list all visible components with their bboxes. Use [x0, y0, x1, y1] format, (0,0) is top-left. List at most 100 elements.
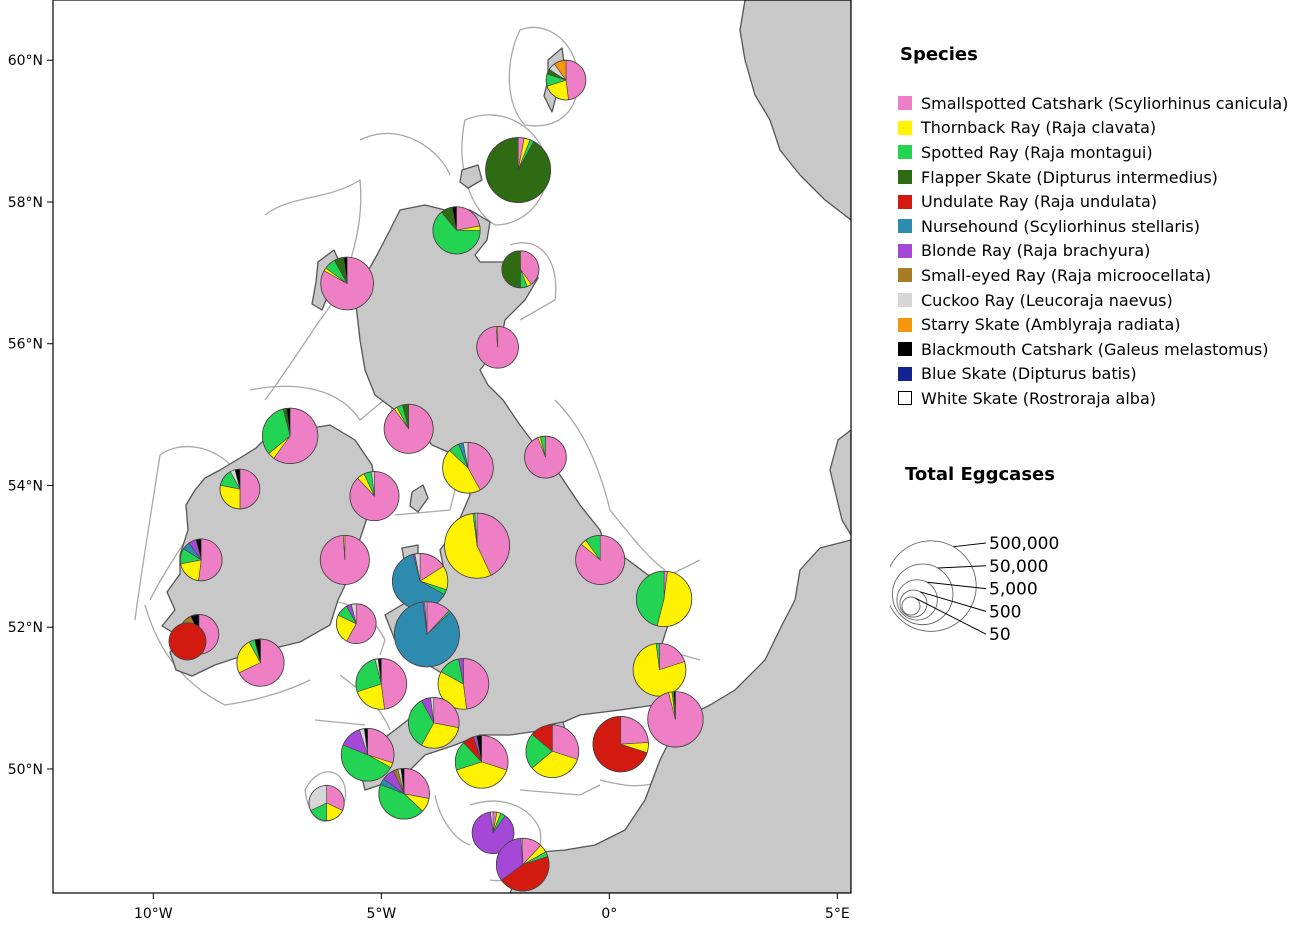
- size-legend-label: 500: [989, 602, 1021, 622]
- legend-item: Starry Skate (Amblyraja radiata): [898, 312, 1298, 337]
- pie-outline: [524, 435, 567, 479]
- size-ring: [891, 563, 954, 626]
- legend-swatch: [898, 170, 912, 185]
- legend-label: Cuckoo Ray (Leucoraja naevus): [921, 290, 1173, 310]
- pie-outline: [632, 642, 687, 697]
- legend-swatch: [898, 243, 912, 258]
- eggcase-pie: [320, 256, 374, 311]
- eggcase-pie: [383, 403, 434, 454]
- pie-outline: [437, 658, 490, 710]
- y-tick-label: 58°N: [8, 195, 43, 211]
- pie-outline: [393, 601, 460, 668]
- eggcase-pie: [632, 642, 687, 697]
- eggcase-pie: [432, 206, 481, 255]
- eggcase-pie: [261, 407, 319, 464]
- eggcase-pie: [524, 435, 567, 479]
- legend-item: Undulate Ray (Raja undulata): [898, 189, 1298, 214]
- size-legend-label: 5,000: [989, 580, 1038, 600]
- eggcase-pie: [476, 325, 519, 369]
- legend-swatch: [898, 317, 912, 332]
- size-legend-title: Total Eggcases: [905, 464, 1055, 485]
- legend-item: Blonde Ray (Raja brachyura): [898, 239, 1298, 264]
- eggcase-pie: [335, 603, 377, 644]
- pie-outline: [575, 534, 626, 585]
- eggcase-pie: [391, 553, 449, 610]
- legend-title: Species: [900, 44, 978, 65]
- pie-outline: [261, 407, 319, 464]
- legend-label: Blue Skate (Dipturus batis): [921, 364, 1137, 384]
- eggcase-pie: [308, 784, 345, 822]
- legend-item: White Skate (Rostroraja alba): [898, 386, 1298, 411]
- legend-item: Smallspotted Catshark (Scyliorhinus cani…: [898, 91, 1298, 116]
- legend-item: Small-eyed Ray (Raja microocellata): [898, 263, 1298, 288]
- eggcase-pie: [378, 768, 430, 820]
- legend-label: Starry Skate (Amblyraja radiata): [921, 315, 1181, 335]
- pie-outline: [444, 512, 511, 579]
- legend-label: Blackmouth Catshark (Galeus melastomus): [921, 339, 1269, 359]
- scandinavia: [739, 0, 851, 221]
- pie-outline: [378, 768, 430, 820]
- legend-item: Blue Skate (Dipturus batis): [898, 362, 1298, 387]
- size-legend-label: 50: [989, 625, 1011, 645]
- legend-item: Flapper Skate (Dipturus intermedius): [898, 165, 1298, 190]
- eggcase-pie: [393, 601, 460, 668]
- size-ring: [896, 579, 938, 621]
- orkney-islands: [459, 164, 483, 189]
- pie-outline: [501, 250, 540, 289]
- pie-outline: [335, 603, 377, 644]
- eggcase-pie: [219, 468, 261, 510]
- eggcase-pie: [454, 735, 509, 789]
- x-tick-label: 5°E: [825, 906, 850, 922]
- eggcase-pie: [236, 638, 285, 687]
- x-tick-label: 10°W: [134, 906, 173, 922]
- isle-of-man: [409, 484, 429, 513]
- pie-outline: [485, 137, 552, 204]
- pie-outline: [476, 325, 519, 369]
- size-leader-line: [953, 542, 987, 548]
- eggcase-pie: [485, 137, 552, 204]
- eggcase-pie: [471, 811, 515, 855]
- map-frame-border: [52, 0, 852, 894]
- axis-ticks: 10°W 5°W 0° 5°E 60°N 58°N 56°N 54°N 52°N 50°N: [8, 53, 850, 922]
- legend-label: Small-eyed Ray (Raja microocellata): [921, 265, 1212, 285]
- legend-swatch: [898, 120, 912, 135]
- map-layers: [134, 0, 851, 893]
- y-tick-label: 52°N: [8, 620, 43, 636]
- pie-outline: [545, 59, 587, 101]
- eggcase-pie: [501, 250, 540, 289]
- eggcase-pie: [179, 538, 223, 582]
- pie-outline: [495, 837, 550, 892]
- pie-outline: [647, 691, 704, 748]
- legend-label: Thornback Ray (Raja clavata): [921, 118, 1157, 138]
- legend-item: Nursehound (Scyliorhinus stellaris): [898, 214, 1298, 239]
- eggcase-pie: [592, 716, 649, 773]
- eggcase-pie: [349, 471, 400, 522]
- eggcase-pie: [495, 837, 550, 892]
- eggcase-pie: [355, 658, 408, 710]
- legend-swatch: [898, 219, 912, 234]
- eggcase-pie: [545, 59, 587, 101]
- pie-outline: [319, 534, 370, 585]
- eggcase-pie: [647, 691, 704, 748]
- legend-swatch: [898, 96, 912, 111]
- legend-label: Nursehound (Scyliorhinus stellaris): [921, 216, 1200, 236]
- eggcase-pie: [635, 570, 693, 628]
- size-leader-line: [920, 591, 987, 612]
- legend-label: White Skate (Rostroraja alba): [921, 388, 1156, 408]
- size-leader-line: [915, 597, 987, 635]
- eggcase-pie: [525, 724, 580, 779]
- pie-outline: [635, 570, 693, 628]
- eggcase-pie: [319, 534, 370, 585]
- legend-item: Blackmouth Catshark (Galeus melastomus): [898, 337, 1298, 362]
- size-legend-label: 50,000: [989, 557, 1048, 577]
- pie-outline: [219, 468, 261, 510]
- y-tick-label: 54°N: [8, 478, 43, 494]
- size-ring: [890, 540, 977, 632]
- species-legend: Species Smallspotted Catshark (Scyliorhi…: [898, 44, 1298, 411]
- pie-outline: [236, 638, 285, 687]
- eggcase-pie: [442, 442, 494, 494]
- legend-swatch: [898, 342, 912, 357]
- eggcase-pie: [408, 697, 460, 749]
- x-tick-label: 0°: [601, 906, 617, 922]
